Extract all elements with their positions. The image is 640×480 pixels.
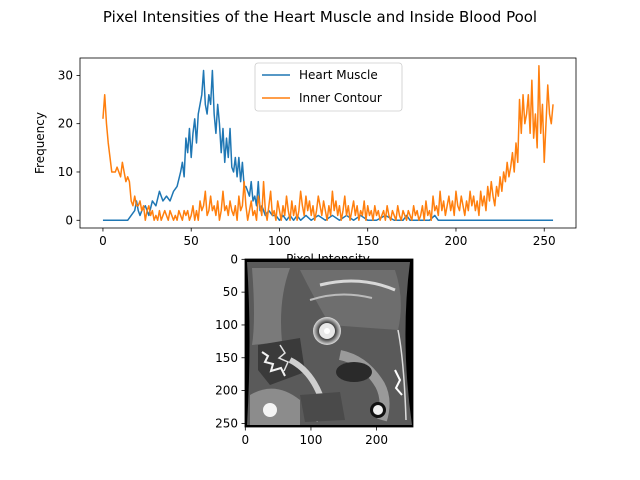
x-tick-label: 50 (184, 234, 199, 248)
y-tick-label: 0 (65, 213, 73, 227)
image-x-tick-label: 100 (300, 433, 323, 447)
x-tick-label: 150 (356, 234, 379, 248)
mri-image-subplot: 0 100 200 0 50 100 150 200 250 (215, 252, 414, 447)
y-tick-label: 10 (58, 165, 73, 179)
image-x-tick-label: 200 (365, 433, 388, 447)
image-y-tick-label: 0 (230, 252, 238, 266)
y-tick-label: 20 (58, 117, 73, 131)
figure-title: Pixel Intensities of the Heart Muscle an… (102, 8, 538, 26)
legend-label-inner-contour: Inner Contour (299, 91, 382, 105)
image-y-tick-label: 200 (215, 384, 238, 398)
x-tick-label: 0 (99, 234, 107, 248)
legend: Heart Muscle Inner Contour (254, 62, 403, 112)
legend-box (254, 62, 403, 112)
legend-label-heart-muscle: Heart Muscle (299, 68, 378, 82)
plot-frame (79, 57, 577, 229)
image-frame (244, 258, 414, 428)
mri-image (245, 259, 413, 427)
series-line-heart-muscle (102, 69, 554, 222)
y-tick-label: 30 (58, 68, 73, 82)
x-tick-label: 250 (533, 234, 556, 248)
image-y-tick-label: 150 (215, 351, 238, 365)
image-y-tick-label: 50 (223, 285, 238, 299)
image-y-tick-label: 100 (215, 318, 238, 332)
x-tick-label: 100 (268, 234, 291, 248)
y-axis-label: Frequency (33, 112, 47, 174)
series-line-inner-contour (102, 64, 554, 222)
x-tick-label: 200 (445, 234, 468, 248)
image-y-tick-label: 250 (215, 416, 238, 430)
histogram-line-chart: 0 50 100 150 200 250 0 10 20 30 Frequency Heart … (33, 57, 577, 266)
image-x-tick-label: 0 (242, 433, 250, 447)
